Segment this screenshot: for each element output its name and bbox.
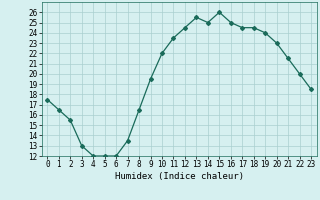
X-axis label: Humidex (Indice chaleur): Humidex (Indice chaleur): [115, 172, 244, 181]
